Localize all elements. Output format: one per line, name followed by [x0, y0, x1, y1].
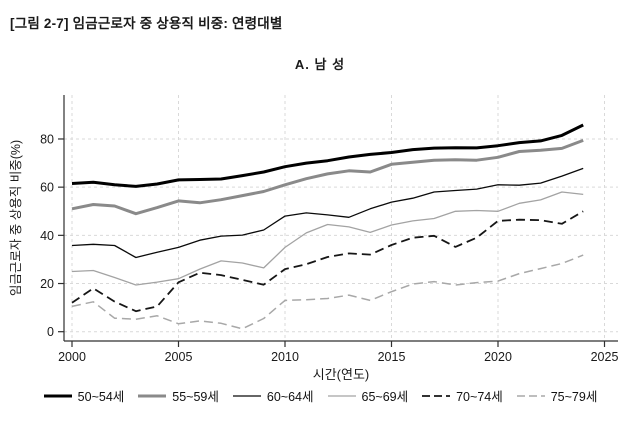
y-tick-label: 80 [40, 132, 54, 146]
legend-label: 50~54세 [77, 390, 125, 404]
legend-item-65~69세: 65~69세 [327, 386, 409, 405]
legend-item-60~64세: 60~64세 [232, 386, 314, 405]
series-line-75~79세 [71, 254, 584, 330]
series-line-70~74세 [71, 210, 584, 313]
x-tick-label: 2010 [271, 350, 299, 364]
legend-label: 75~79세 [550, 390, 598, 404]
chart-subtitle: A. 남 성 [294, 57, 346, 72]
legend-label: 70~74세 [456, 390, 503, 404]
series-line-60~64세 [71, 167, 584, 259]
x-tick-label: 2020 [484, 350, 512, 364]
chart-legend: 50~54세 55~59세 60~64세 65~69세 70~74세 75~79세 [0, 386, 640, 405]
y-tick-label: 60 [40, 181, 54, 195]
x-tick-label: 2015 [378, 350, 406, 364]
legend-item-70~74세: 70~74세 [421, 386, 503, 405]
figure-title: [그림 2-7] 임금근로자 중 상용직 비중: 연령대별 [10, 16, 283, 31]
line-chart: 0 20 40 60 80 2000 2005 2010 2015 2020 2025 시간(연도) 임… [0, 50, 640, 385]
series-line-65~69세 [71, 191, 584, 286]
series-line-50~54세 [71, 123, 584, 188]
legend-line-sample [516, 394, 545, 397]
legend-item-50~54세: 50~54세 [43, 386, 125, 405]
legend-line-sample [327, 394, 356, 397]
x-tick-label: 2025 [591, 350, 619, 364]
x-tick-label: 2000 [58, 350, 86, 364]
series-line-55~59세 [71, 138, 584, 216]
legend-line-sample [422, 394, 451, 397]
chart-canvas: 0 20 40 60 80 2000 2005 2010 2015 2020 2025 시간(연도) 임… [9, 95, 619, 382]
y-tick-label: 20 [40, 277, 54, 291]
legend-item-55~59세: 55~59세 [137, 386, 219, 405]
legend-label: 60~64세 [266, 390, 314, 404]
y-tick-label: 40 [40, 229, 54, 243]
legend-line-sample [138, 394, 167, 397]
legend-label: 55~59세 [172, 390, 219, 404]
x-tick-label: 2005 [165, 350, 193, 364]
legend-item-75~79세: 75~79세 [516, 386, 598, 405]
y-tick-label: 0 [47, 325, 54, 339]
legend-label: 65~69세 [361, 390, 409, 404]
legend-line-sample [43, 394, 72, 397]
x-axis-title: 시간(연도) [313, 367, 370, 382]
legend-line-sample [232, 394, 261, 397]
y-axis-title: 임금근로자 중 상용직 비중(%) [9, 140, 23, 296]
